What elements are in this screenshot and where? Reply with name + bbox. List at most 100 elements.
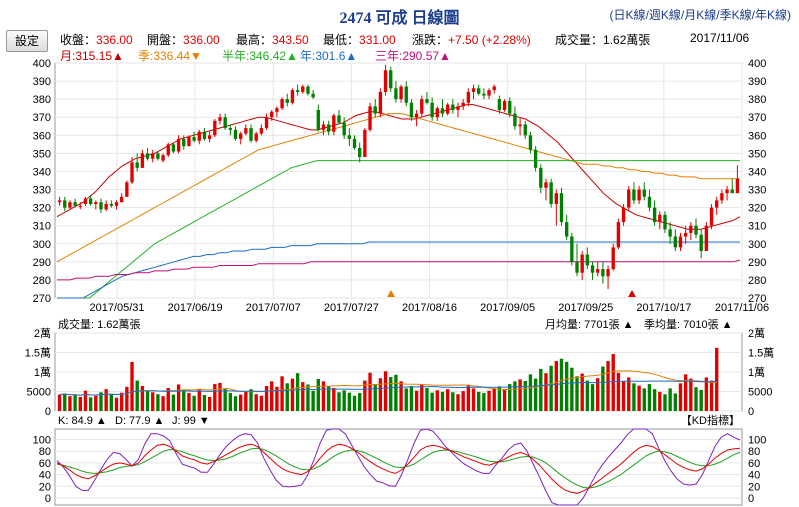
high-label: 最高： bbox=[236, 33, 273, 47]
price-ytick-left: 320 bbox=[33, 203, 51, 215]
volume-bar bbox=[383, 371, 388, 411]
candle-body bbox=[218, 117, 222, 121]
volume-bar bbox=[176, 384, 181, 411]
volume-bar bbox=[68, 396, 72, 411]
price-ytick-right: 360 bbox=[748, 130, 766, 142]
kd-ytick-right: 40 bbox=[748, 470, 760, 482]
candle-body bbox=[316, 110, 320, 130]
candle-body bbox=[145, 153, 150, 159]
price-ytick-right: 350 bbox=[748, 148, 766, 160]
candle-body bbox=[394, 88, 398, 100]
candle-body bbox=[399, 86, 403, 100]
candle-body bbox=[358, 147, 362, 157]
price-ytick-right: 300 bbox=[748, 239, 766, 251]
volume-bar bbox=[414, 390, 419, 411]
volume-bar bbox=[88, 397, 93, 411]
volume-bar bbox=[389, 377, 393, 411]
volume-bar bbox=[378, 378, 383, 411]
candle-body bbox=[461, 102, 465, 107]
candle-body bbox=[94, 202, 98, 204]
volume-bar bbox=[482, 393, 486, 411]
volume-ytick-left: 1.5萬 bbox=[25, 347, 51, 360]
candle-body bbox=[337, 115, 341, 123]
season-avg-volume: 季均量: 7010張 ▲ bbox=[644, 318, 733, 331]
candle-body bbox=[658, 214, 662, 223]
tab-monthly-k[interactable]: 月K線 bbox=[684, 8, 717, 22]
candle-body bbox=[295, 90, 300, 92]
volume-bar bbox=[306, 384, 310, 411]
ma-three-year: 三年:290.57▲ bbox=[375, 47, 451, 64]
volume-ytick-right: 5000 bbox=[748, 387, 772, 399]
volume-bar bbox=[140, 386, 145, 411]
volume-bar bbox=[109, 394, 114, 411]
tab-quarterly-k[interactable]: 季K線 bbox=[719, 8, 752, 22]
volume-bar bbox=[125, 386, 129, 411]
ma-month-label: 月:315.15 bbox=[60, 49, 113, 63]
volume-bar bbox=[254, 394, 258, 411]
volume-bar bbox=[332, 387, 336, 411]
volume-bar bbox=[580, 373, 584, 411]
volume-bar bbox=[368, 372, 372, 411]
volume-bar bbox=[606, 361, 610, 411]
volume-label: 成交量： bbox=[555, 33, 604, 47]
volume-bar bbox=[249, 389, 253, 411]
tab-daily-k[interactable]: 日K線 bbox=[613, 8, 646, 22]
volume-ytick-right: 0 bbox=[748, 406, 754, 418]
volume-bar bbox=[497, 386, 502, 411]
volume-bar bbox=[326, 386, 331, 411]
volume-bar bbox=[352, 395, 357, 411]
ma-half-year-label: 半年:346.42 bbox=[222, 49, 287, 63]
candle-body bbox=[187, 137, 191, 147]
volume-bar bbox=[321, 381, 326, 411]
volume-total: 成交量：1.62萬張 bbox=[555, 31, 650, 48]
price-ytick-right: 340 bbox=[748, 166, 766, 178]
volume-bar bbox=[601, 366, 605, 411]
candle-body bbox=[389, 70, 393, 89]
volume-ytick-left: 0 bbox=[45, 406, 51, 418]
ma-year-arrow: ▲ bbox=[345, 49, 358, 63]
candle-body bbox=[704, 225, 709, 251]
ma-half-year-arrow: ▲ bbox=[286, 49, 298, 63]
settings-button[interactable]: 設定 bbox=[6, 30, 48, 52]
volume-bar bbox=[94, 395, 98, 411]
candle-body bbox=[182, 138, 186, 147]
candle-body bbox=[735, 178, 740, 194]
candle-body bbox=[720, 193, 724, 201]
tab-weekly-k[interactable]: 週K線 bbox=[648, 8, 681, 22]
volume-bar bbox=[264, 386, 269, 411]
candle-body bbox=[326, 124, 331, 132]
candle-body bbox=[508, 100, 512, 114]
volume-bar bbox=[73, 395, 77, 411]
candle-body bbox=[642, 189, 646, 197]
volume-bar bbox=[218, 382, 222, 411]
volume-bar bbox=[145, 391, 150, 411]
d-value-label: D: 77.9 ▲ bbox=[115, 415, 164, 427]
candle-body bbox=[564, 222, 569, 237]
volume-bar bbox=[192, 395, 196, 411]
volume-bar bbox=[637, 385, 641, 411]
candle-body bbox=[404, 86, 408, 103]
volume-value: 1.62萬張 bbox=[603, 33, 651, 47]
ma-three-year-arrow: ▲ bbox=[439, 49, 451, 63]
j-value-label: J: 99 ▼ bbox=[172, 415, 210, 427]
volume-bar bbox=[456, 394, 460, 411]
tab-yearly-k[interactable]: 年K線 bbox=[754, 8, 787, 22]
candle-body bbox=[632, 189, 636, 201]
candle-body bbox=[663, 214, 667, 230]
candle-body bbox=[275, 108, 279, 112]
candle-body bbox=[161, 155, 165, 161]
volume-bar bbox=[311, 390, 315, 411]
volume-bar bbox=[285, 383, 289, 411]
price-ytick-right: 270 bbox=[748, 293, 766, 305]
price-xtick: 2017/06/19 bbox=[168, 302, 223, 314]
volume-bar bbox=[161, 396, 165, 411]
volume-bar bbox=[590, 384, 595, 411]
quote-date: 2017/11/06 bbox=[690, 31, 750, 45]
candle-body bbox=[445, 104, 450, 114]
change-label: 漲跌： bbox=[412, 33, 449, 47]
price-ytick-left: 350 bbox=[33, 148, 51, 160]
candle-body bbox=[68, 202, 72, 208]
volume-bar bbox=[544, 373, 548, 411]
candle-body bbox=[63, 200, 67, 208]
volume-bar bbox=[663, 394, 667, 411]
